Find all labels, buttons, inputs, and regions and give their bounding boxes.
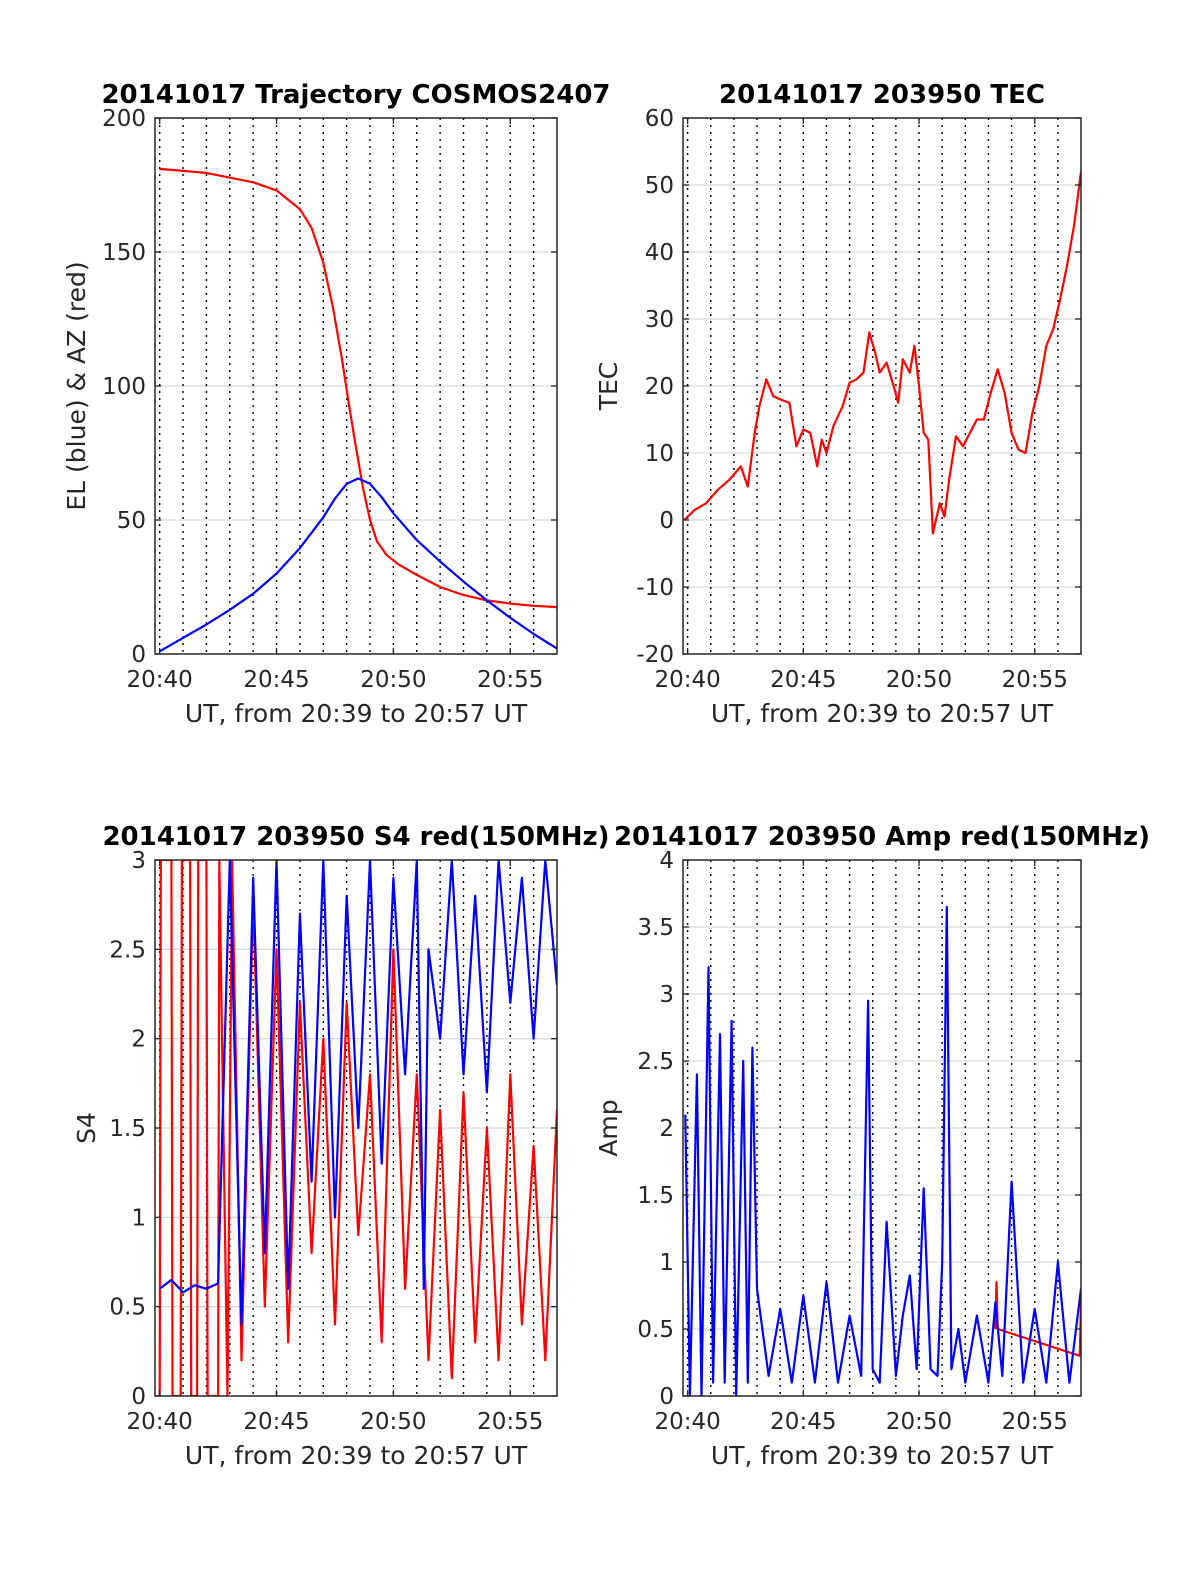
y-tick-label: 4 [659,848,674,874]
y-tick-label: 150 [102,240,146,266]
x-tick-label: 20:45 [770,1409,836,1435]
y-tick-label: 1 [131,1205,146,1231]
y-tick-label: 1 [659,1250,674,1276]
x-axis-label: UT, from 20:39 to 20:57 UT [185,699,528,728]
y-tick-label: 0 [131,642,146,668]
x-tick-label: 20:45 [243,667,309,693]
chart-title: 20141017 203950 TEC [719,80,1045,110]
y-tick-label: 1.5 [109,1116,146,1142]
x-axis-label: UT, from 20:39 to 20:57 UT [711,1441,1054,1470]
chart-title: 20141017 203950 S4 red(150MHz) [102,822,609,852]
y-tick-label: 0 [131,1384,146,1410]
series-line-2 [159,477,557,653]
x-tick-label: 20:45 [243,1409,309,1435]
series-line-1 [158,860,557,1396]
y-axis-label: TEC [594,362,623,412]
x-tick-label: 20:55 [1002,667,1068,693]
y-tick-label: 2 [659,1116,674,1142]
y-tick-label: 0 [659,1384,674,1410]
x-tick-label: 20:55 [1002,1409,1068,1435]
y-tick-label: 200 [102,106,146,132]
y-axis-label: S4 [72,1112,101,1144]
y-tick-label: 3 [131,848,146,874]
x-tick-label: 20:50 [886,667,952,693]
y-tick-label: 50 [117,508,146,534]
y-tick-label: 60 [645,106,674,132]
chart-title: 20141017 Trajectory COSMOS2407 [101,80,610,110]
y-tick-label: 0 [659,508,674,534]
chart-amp: 0 0.5 1 1.5 2 2.5 3 3.5 4 20:40 20:45 20:50 20:55 201… [594,822,1150,1470]
y-axis-label: Amp [594,1099,623,1156]
y-tick-label: 2.5 [637,1049,674,1075]
y-tick-label: 50 [645,173,674,199]
y-tick-label: -10 [636,575,674,601]
series-line-1 [159,167,557,609]
x-tick-label: 20:50 [360,1409,426,1435]
x-tick-label: 20:45 [770,667,836,693]
y-tick-label: 30 [645,307,674,333]
chart-title: 20141017 203950 Amp red(150MHz) [614,822,1150,852]
x-tick-label: 20:40 [127,667,193,693]
y-tick-label: 2 [131,1027,146,1053]
x-axis-label: UT, from 20:39 to 20:57 UT [711,699,1054,728]
x-tick-label: 20:40 [654,1409,720,1435]
x-tick-label: 20:50 [360,667,426,693]
series-line-2 [684,905,1081,1396]
y-tick-label: 3.5 [637,915,674,941]
y-tick-label: 40 [645,240,674,266]
y-tick-label: 100 [102,374,146,400]
y-tick-label: 0.5 [637,1317,674,1343]
x-tick-label: 20:40 [654,667,720,693]
chart-tec: -20 -10 0 10 20 30 40 50 60 20:40 20:45 20:50 20:55 2… [594,80,1082,728]
y-tick-label: 20 [645,374,674,400]
x-tick-label: 20:55 [477,1409,543,1435]
y-tick-label: 1.5 [637,1183,674,1209]
x-tick-label: 20:40 [127,1409,193,1435]
series-line-1 [994,1280,1081,1357]
chart-s4: 0 0.5 1 1.5 2 2.5 3 20:40 20:45 20:50 20:55 2014101… [72,822,610,1470]
x-axis-label: UT, from 20:39 to 20:57 UT [185,1441,528,1470]
series-line-1 [683,171,1081,535]
y-tick-label: -20 [636,642,674,668]
series-line-2 [159,860,557,1326]
y-tick-label: 0.5 [109,1295,146,1321]
y-tick-label: 3 [659,982,674,1008]
y-axis-label: EL (blue) & AZ (red) [62,261,91,510]
y-tick-label: 10 [645,441,674,467]
x-tick-label: 20:50 [886,1409,952,1435]
chart-trajectory: 0 50 100 150 200 20:40 20:45 20:50 20:55 20141017… [62,80,611,728]
x-tick-label: 20:55 [477,667,543,693]
y-tick-label: 2.5 [109,937,146,963]
